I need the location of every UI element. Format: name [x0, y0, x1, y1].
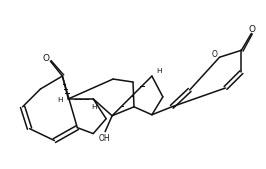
Text: O: O: [43, 54, 50, 63]
Text: H: H: [156, 68, 162, 74]
Text: O: O: [212, 50, 218, 59]
Text: OH: OH: [98, 134, 110, 143]
Text: O: O: [249, 25, 256, 34]
Text: H: H: [92, 104, 97, 110]
Text: H: H: [58, 97, 63, 103]
